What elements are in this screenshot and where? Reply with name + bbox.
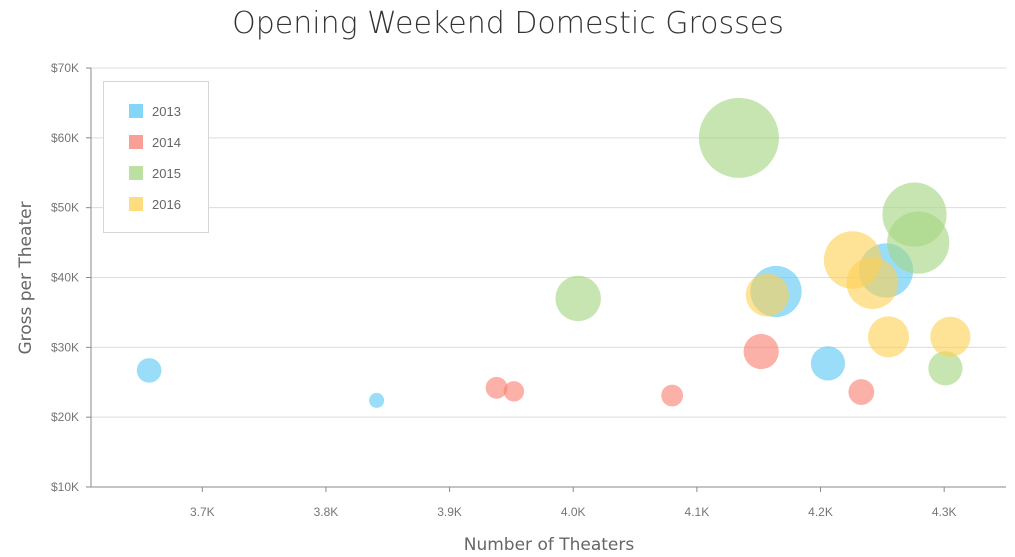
legend-item-2015[interactable]: 2015 [129,166,181,181]
bubble-2016-1[interactable] [745,273,789,317]
bubble-2016-5[interactable] [930,316,971,357]
bubble-2013-1[interactable] [136,358,162,383]
bubble-2015-5[interactable] [928,351,963,386]
bubble-2015-1[interactable] [555,275,601,322]
bubble-2013-4[interactable] [810,346,846,381]
y-tick-label: $30K [51,340,79,354]
y-tick-label: $60K [51,131,79,145]
x-tick-label: 4.1K [685,505,710,519]
y-tick-label: $50K [51,201,79,215]
y-tick-labels: $10K $20K $30K $40K $50K $60K $70K [51,61,91,494]
bubble-2015-2[interactable] [698,97,779,178]
legend-item-2013[interactable]: 2013 [129,104,181,119]
legend-swatch [129,197,143,211]
series-2014 [485,333,875,407]
y-tick-label: $20K [51,410,79,424]
y-tick-label: $10K [51,480,79,494]
x-tick-label: 3.7K [190,505,215,519]
x-tick-labels: 3.7K 3.8K 3.9K 4.0K 4.1K 4.2K 4.3K [190,487,957,519]
series-2015 [555,97,963,386]
x-tick-label: 3.9K [437,505,462,519]
x-axis-title: Number of Theaters [464,535,635,555]
legend-item-2016[interactable]: 2016 [129,197,181,212]
legend-label: 2016 [152,197,181,212]
series-2016 [745,231,971,358]
x-tick-label: 4.0K [561,505,586,519]
legend: 2013 2014 2015 2016 [103,81,209,233]
y-tick-label: $70K [51,61,79,75]
bubble-2013-2[interactable] [369,392,385,408]
legend-label: 2014 [152,135,181,150]
series-2013 [136,243,914,408]
bubble-2016-3[interactable] [846,257,899,309]
x-tick-label: 4.3K [932,505,957,519]
bubble-2014-2[interactable] [503,381,525,402]
legend-item-2014[interactable]: 2014 [129,135,181,150]
x-tick-label: 3.8K [314,505,339,519]
legend-box [103,81,209,233]
y-tick-label: $40K [51,271,79,285]
legend-label: 2015 [152,166,181,181]
gridlines [91,67,1006,418]
bubble-2015-4[interactable] [887,211,950,274]
chart-title: Opening Weekend Domestic Grosses [232,6,784,41]
legend-swatch [129,135,143,149]
bubble-2014-3[interactable] [661,384,684,407]
bubbles [136,97,971,408]
bubble-2014-4[interactable] [743,333,779,370]
legend-swatch [129,104,143,118]
bubble-2016-4[interactable] [868,316,910,358]
bubble-2014-1[interactable] [485,376,508,399]
y-axis-title: Gross per Theater [16,201,36,354]
bubble-2014-5[interactable] [848,379,875,405]
x-tick-label: 4.2K [808,505,833,519]
legend-swatch [129,166,143,180]
legend-label: 2013 [152,104,181,119]
